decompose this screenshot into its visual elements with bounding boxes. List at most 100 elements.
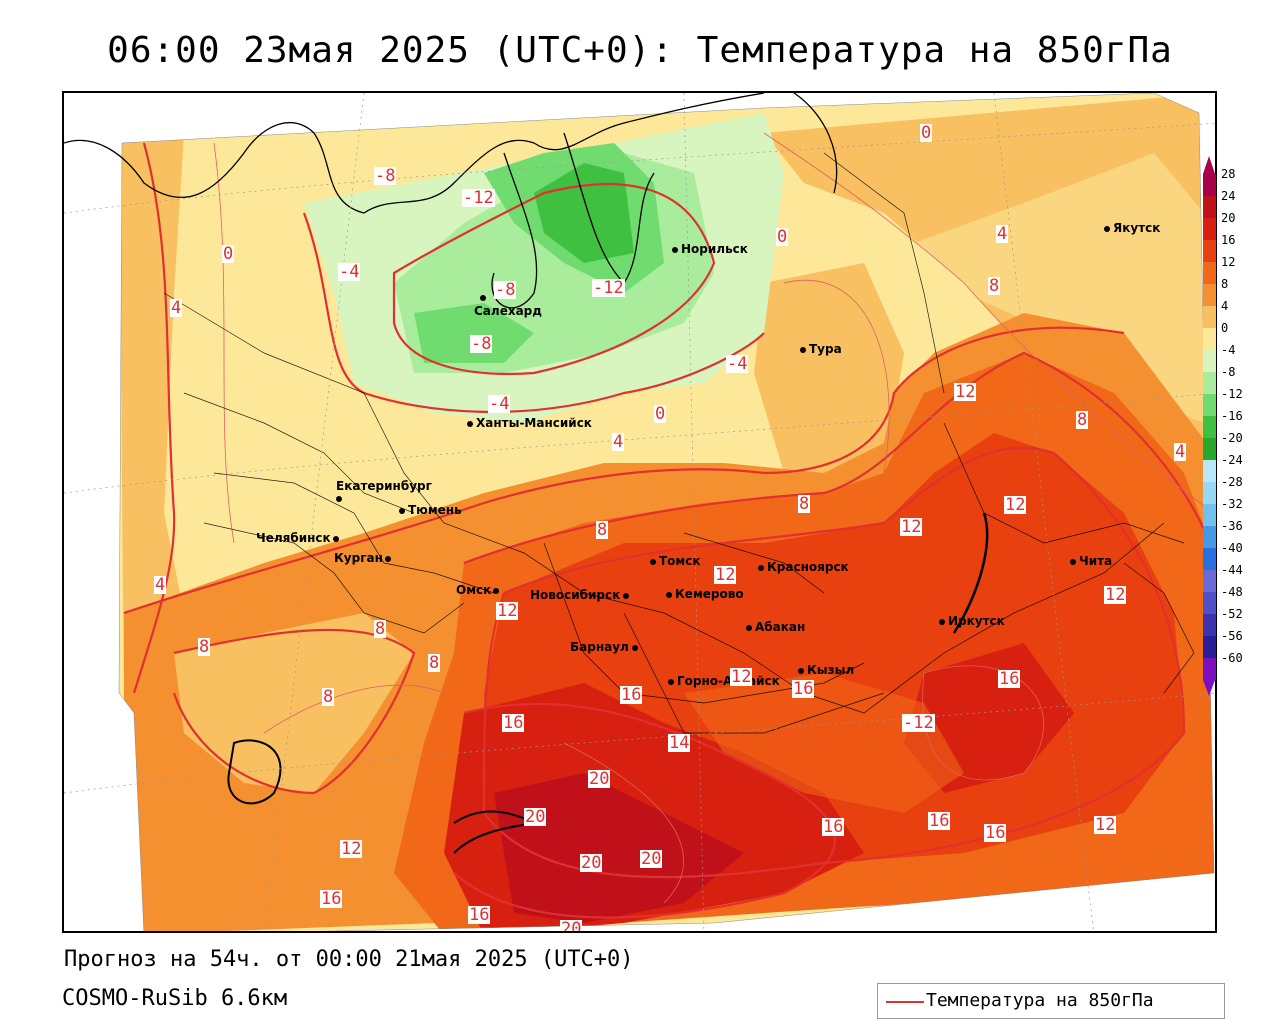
isoline-label: 12: [900, 517, 923, 537]
city-yekaterinburg-label: Екатеринбург: [336, 479, 432, 493]
isoline-label: 8: [198, 637, 211, 657]
isoline-label: 8: [798, 494, 811, 514]
isoline-label: 8: [428, 653, 441, 673]
colorbar-segment: [1203, 416, 1216, 438]
isoline-label: -8: [374, 166, 397, 186]
isoline-label: 20: [588, 769, 611, 789]
isoline-label: -4: [488, 394, 511, 414]
colorbar-tick-label: -8: [1221, 365, 1236, 379]
colorbar-segment: [1203, 438, 1216, 460]
isoline-label: 12: [1104, 585, 1127, 605]
colorbar-tick-label: -24: [1221, 453, 1243, 467]
colorbar: 28 24 20 16 12 8 4 0 -4 -8 -12 -16 -20 -24 -28 -32 -36 -4…: [1203, 156, 1263, 696]
city-kyzyl: Кызыл: [798, 663, 854, 677]
colorbar-tick-label: 0: [1221, 321, 1229, 335]
city-yekaterinburg: [336, 491, 345, 505]
colorbar-tick-label: -60: [1221, 651, 1243, 665]
isoline-label: 12: [1004, 495, 1027, 515]
isoline-label: 0: [222, 244, 235, 264]
isoline-label: 4: [154, 575, 167, 595]
city-abakan: Абакан: [746, 620, 805, 634]
colorbar-arrow-down: [1203, 680, 1215, 696]
isoline-label: -8: [470, 334, 493, 354]
isoline-label: 8: [374, 619, 387, 639]
city-chelyabinsk: Челябинск: [256, 531, 342, 545]
colorbar-tick-label: 28: [1221, 167, 1236, 181]
city-tomsk: Томск: [650, 554, 701, 568]
colorbar-tick-label: -36: [1221, 519, 1243, 533]
isoline-label: 4: [996, 224, 1009, 244]
isoline-label: -4: [726, 354, 749, 374]
city-khanty-mansiysk: Ханты-Мансийск: [467, 416, 592, 430]
colorbar-tick-label: -44: [1221, 563, 1243, 577]
colorbar-arrow-up: [1203, 156, 1215, 174]
colorbar-segment: [1203, 262, 1216, 284]
colorbar-segment: [1203, 592, 1216, 614]
colorbar-tick-label: -4: [1221, 343, 1236, 357]
isoline-label: 12: [1094, 815, 1117, 835]
isoline-label: -12: [462, 188, 495, 208]
isoline-label: 16: [928, 811, 951, 831]
city-gorno-altaysk: Горно-Алтайск: [668, 674, 780, 688]
city-tyumen: Тюмень: [399, 503, 462, 517]
colorbar-tick-label: -48: [1221, 585, 1243, 599]
colorbar-tick-label: 20: [1221, 211, 1236, 225]
isoline-label: -12: [592, 278, 625, 298]
colorbar-tick-label: -20: [1221, 431, 1243, 445]
temperature-map: Якутск Норильск Салехард Тура Ханты-Манс…: [62, 91, 1217, 933]
colorbar-segment: [1203, 284, 1216, 306]
city-chita: Чита: [1070, 554, 1112, 568]
isoline-label: 14: [668, 733, 691, 753]
city-tura: Тура: [800, 342, 842, 356]
isoline-label: 12: [340, 839, 363, 859]
legend-line-swatch: [886, 1001, 924, 1003]
colorbar-segment: [1203, 350, 1216, 372]
city-yakutsk: Якутск: [1104, 221, 1160, 235]
isoline-label: 12: [496, 601, 519, 621]
isoline-label: 8: [1076, 410, 1089, 430]
colorbar-segment: [1203, 328, 1216, 350]
isoline-label: 4: [1174, 442, 1187, 462]
colorbar-tick-label: 4: [1221, 299, 1229, 313]
isoline-label: 12: [714, 565, 737, 585]
colorbar-segment: [1203, 614, 1216, 636]
city-kemerovo: Кемерово: [666, 587, 744, 601]
colorbar-tick-label: -16: [1221, 409, 1243, 423]
isoline-label: 20: [524, 807, 547, 827]
isoline-label: 20: [640, 849, 663, 869]
colorbar-tick-label: 8: [1221, 277, 1229, 291]
colorbar-segment: [1203, 460, 1216, 482]
colorbar-tick-label: -56: [1221, 629, 1243, 643]
colorbar-segment: [1203, 636, 1216, 658]
isoline-label: 4: [612, 432, 625, 452]
isoline-label: -4: [338, 262, 361, 282]
isoline-label: 8: [596, 520, 609, 540]
isoline-label: 8: [322, 687, 335, 707]
isoline-label: 0: [920, 123, 933, 143]
colorbar-tick-label: -12: [1221, 387, 1243, 401]
colorbar-segment: [1203, 548, 1216, 570]
isoline-label: 16: [620, 685, 643, 705]
city-barnaul: Барнаул: [570, 640, 641, 654]
isoline-label: 16: [998, 669, 1021, 689]
legend: Температура на 850гПа: [877, 983, 1225, 1019]
model-name: COSMO-RuSib 6.6км: [62, 986, 288, 1011]
colorbar-segment: [1203, 240, 1216, 262]
isoline-label: -12: [902, 713, 935, 733]
colorbar-tick-label: 16: [1221, 233, 1236, 247]
colorbar-segment: [1203, 504, 1216, 526]
colorbar-segment: [1203, 196, 1216, 218]
city-omsk: Омск: [456, 583, 502, 597]
isoline-label: 20: [560, 920, 583, 931]
city-novosibirsk: Новосибирск: [530, 588, 632, 602]
colorbar-segment: [1203, 218, 1216, 240]
map-field-svg: [64, 93, 1215, 931]
colorbar-tick-label: -52: [1221, 607, 1243, 621]
colorbar-segment: [1203, 526, 1216, 548]
colorbar-segment: [1203, 570, 1216, 592]
city-norilsk: Норильск: [672, 242, 748, 256]
colorbar-tick-label: -40: [1221, 541, 1243, 555]
isoline-label: 16: [984, 823, 1007, 843]
isoline-label: 16: [502, 713, 525, 733]
colorbar-segment: [1203, 482, 1216, 504]
